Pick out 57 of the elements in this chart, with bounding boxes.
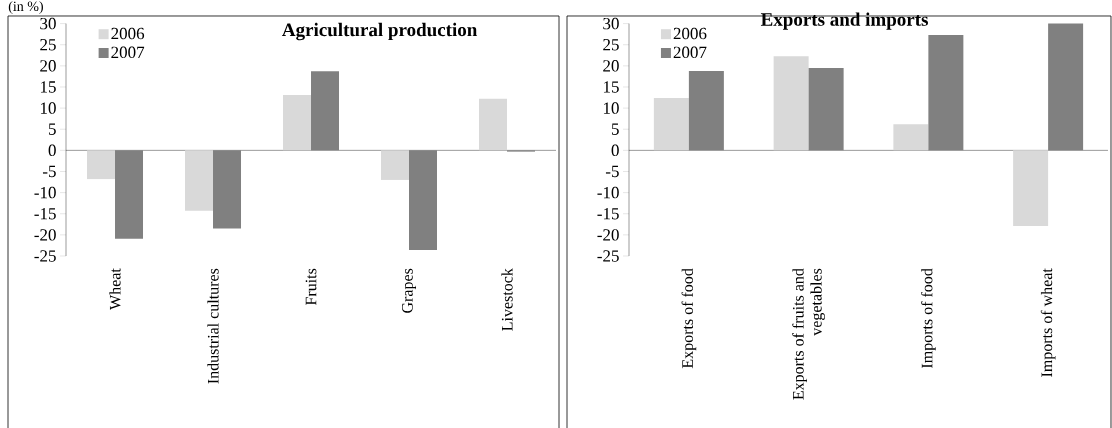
y-tick-label: -15: [597, 208, 619, 220]
bar: [311, 71, 340, 151]
y-tick-label: -20: [597, 229, 619, 241]
bar: [808, 67, 844, 151]
y-tick-label: 0: [48, 144, 56, 157]
y-tick-label: 5: [48, 123, 56, 135]
y-tick-label: -5: [605, 165, 619, 178]
y-tick-label: -10: [597, 186, 619, 199]
bar: [928, 35, 964, 151]
bar: [653, 97, 689, 151]
bar: [1048, 23, 1084, 151]
y-tick-label: 25: [603, 39, 619, 51]
x-tick-label: Imports of wheat: [1040, 268, 1056, 377]
bar: [688, 70, 724, 151]
bar: [283, 95, 312, 151]
x-tick-label: Exports of fruits and vegetables: [792, 268, 825, 400]
y-tick-label: 30: [603, 17, 619, 30]
y-tick-label: 15: [40, 81, 56, 93]
bar: [1013, 150, 1049, 226]
legend-label: 2007: [111, 46, 145, 59]
x-tick-label: Fruits: [305, 268, 317, 306]
x-tick-label: Industrial cultures: [207, 268, 219, 384]
bar: [479, 98, 507, 151]
y-tick-label: 20: [603, 60, 619, 72]
bar: [115, 150, 144, 239]
y-tick-label: -15: [34, 208, 56, 220]
bar: [87, 150, 116, 180]
y-tick-label: 20: [40, 60, 56, 72]
y-tick-label: -5: [42, 165, 56, 178]
bar: [381, 150, 410, 180]
y-tick-label: -25: [597, 250, 619, 262]
x-tick-label: Exports of food: [681, 268, 697, 369]
y-tick-label: 0: [611, 144, 619, 157]
bar: [893, 124, 929, 151]
y-tick-label: 25: [40, 39, 56, 51]
y-tick-label: 30: [40, 17, 56, 30]
legend-label: 2006: [673, 27, 707, 40]
x-tick-label: Livestock: [501, 268, 513, 331]
y-tick-label: 10: [603, 102, 619, 114]
y-tick-label: 5: [611, 123, 619, 135]
chart-title: Agricultural production: [282, 22, 478, 41]
bar: [773, 56, 809, 151]
y-tick-label: -20: [34, 229, 56, 241]
legend-label: 2007: [673, 46, 707, 59]
y-tick-label: 10: [40, 102, 56, 114]
y-tick-label: -25: [34, 250, 56, 262]
bar: [213, 150, 242, 229]
x-tick-label: Grapes: [402, 268, 416, 313]
x-tick-label: Imports of food: [921, 268, 936, 369]
bar: [409, 150, 438, 251]
y-tick-label: -10: [34, 186, 56, 199]
chart-title: Exports and imports: [760, 12, 928, 30]
x-tick-label: Wheat: [109, 268, 121, 310]
text: (in %): [8, 1, 43, 14]
bar: [185, 150, 214, 211]
legend-label: 2006: [111, 27, 145, 40]
y-tick-label: 15: [603, 81, 619, 93]
